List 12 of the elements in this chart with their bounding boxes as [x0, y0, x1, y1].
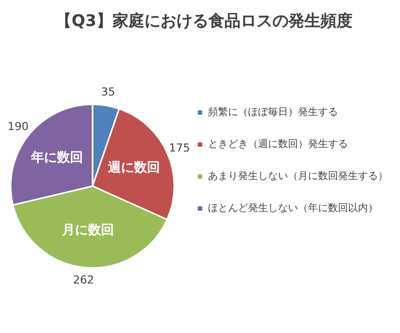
- legend-label: 頻繁に（ほぼ毎日）発生する: [208, 106, 338, 118]
- data-label: 190: [8, 120, 29, 134]
- legend-label: あまり発生しない（月に数回発生する）: [208, 170, 388, 182]
- legend-label: ときどき（週に数回）発生する: [208, 138, 348, 150]
- chart-title: 【Q3】家庭における食品ロスの発生頻度: [56, 10, 352, 30]
- text: 週に数回: [108, 160, 160, 176]
- data-label: 175: [168, 141, 190, 154]
- data-label: 262: [73, 273, 94, 286]
- text: 年に数回: [31, 150, 84, 166]
- data-label: 35: [101, 86, 116, 99]
- text: 月に数回: [62, 223, 114, 238]
- legend-label: ほとんど発生しない（年に数回以内）: [208, 202, 378, 214]
